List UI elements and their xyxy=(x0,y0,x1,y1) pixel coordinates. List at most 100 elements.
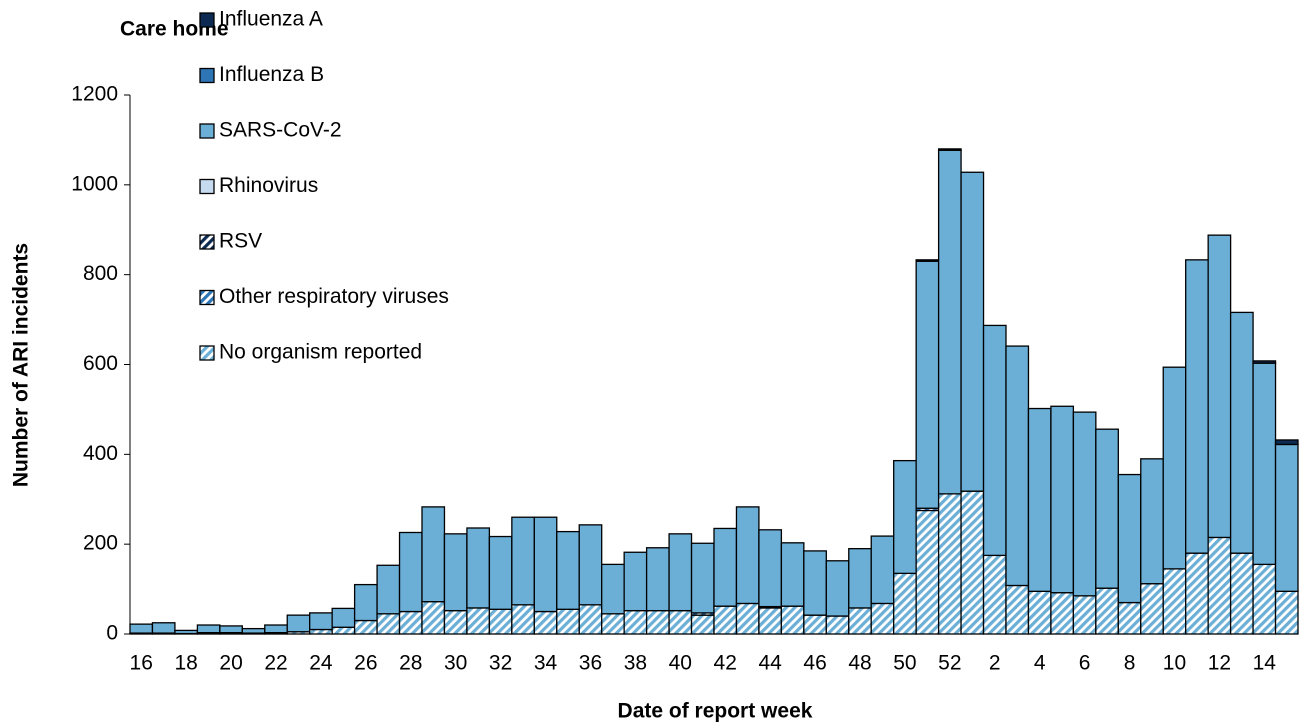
bar-segment xyxy=(1117,601,1142,635)
bar-segment xyxy=(915,509,940,635)
bar-segment xyxy=(578,604,603,635)
legend-swatch xyxy=(199,67,215,84)
legend-swatch xyxy=(199,178,215,195)
x-tick-label: 32 xyxy=(489,652,512,675)
bar-segment xyxy=(174,629,199,635)
bar-segment xyxy=(1252,362,1277,566)
bar-segment xyxy=(578,524,603,606)
bar-segment xyxy=(511,516,535,606)
bar-segment xyxy=(825,560,850,617)
bar-segment xyxy=(1252,360,1277,364)
bar-segment xyxy=(264,624,288,634)
bar-segment xyxy=(1274,590,1299,635)
bar-segment xyxy=(1274,443,1299,592)
bar-segment xyxy=(443,609,468,635)
bar-segment xyxy=(870,535,895,605)
x-tick-label: 4 xyxy=(1034,652,1046,675)
bar-segment xyxy=(511,604,535,635)
bar-segment xyxy=(1072,595,1097,635)
x-tick-label: 30 xyxy=(444,652,467,675)
bar-segment xyxy=(960,171,985,492)
bar-segment xyxy=(1185,259,1209,554)
bar-segment xyxy=(1095,587,1119,635)
bar-segment xyxy=(466,527,491,609)
x-tick-label: 12 xyxy=(1208,652,1231,675)
bar-segment xyxy=(533,610,558,635)
legend-swatch xyxy=(199,345,215,361)
y-tick-label: 600 xyxy=(83,352,118,375)
bar-segment xyxy=(735,506,760,605)
bar-segment xyxy=(848,548,872,609)
x-tick-label: 6 xyxy=(1079,652,1091,675)
bar-segment xyxy=(1027,590,1052,635)
x-tick-label: 28 xyxy=(399,652,422,675)
bar-segment xyxy=(309,612,333,631)
legend-label: RSV xyxy=(219,230,262,253)
bar-segment xyxy=(421,601,446,635)
bar-segment xyxy=(331,626,356,635)
bar-segment xyxy=(151,622,176,634)
legend-label: No organism reported xyxy=(219,341,422,364)
bar-segment xyxy=(1274,439,1299,446)
bar-segment xyxy=(466,607,491,635)
bar-segment xyxy=(601,613,625,635)
y-axis-label: Number of ARI incidents xyxy=(10,243,33,487)
x-tick-label: 24 xyxy=(309,652,333,675)
bar-segment xyxy=(421,506,446,603)
bar-segment xyxy=(960,490,985,635)
x-tick-label: 52 xyxy=(938,652,961,675)
bar-segment xyxy=(1207,536,1232,635)
x-tick-label: 18 xyxy=(174,652,197,675)
bar-segment xyxy=(1050,592,1075,635)
bar-segment xyxy=(1072,411,1097,597)
bar-segment xyxy=(196,624,221,634)
legend-swatch xyxy=(199,289,215,306)
bar-segment xyxy=(848,607,872,635)
bar-segment xyxy=(1162,568,1187,635)
bar-segment xyxy=(982,324,1007,557)
bar-segment xyxy=(556,530,580,610)
legend-label: Rhinovirus xyxy=(219,174,318,197)
bar-segment xyxy=(803,550,827,616)
legend-label: SARS-CoV-2 xyxy=(219,119,342,142)
bar-segment xyxy=(556,608,580,635)
bar-segment xyxy=(219,625,243,634)
bar-segment xyxy=(690,542,715,614)
bar-segment xyxy=(1140,583,1164,635)
x-tick-label: 36 xyxy=(579,652,602,675)
bar-segment xyxy=(1252,563,1277,635)
legend-label: Influenza B xyxy=(219,63,324,86)
legend-swatch xyxy=(199,234,215,250)
bar-segment xyxy=(803,614,827,635)
y-tick-label: 0 xyxy=(106,622,118,645)
x-tick-label: 14 xyxy=(1253,652,1277,675)
x-tick-label: 20 xyxy=(219,652,242,675)
bar-segment xyxy=(713,605,738,635)
legend-label: Other respiratory viruses xyxy=(219,285,449,308)
bar-segment xyxy=(533,516,558,613)
bar-segment xyxy=(1117,473,1142,604)
bar-segment xyxy=(758,529,783,608)
bar-segment xyxy=(241,627,266,634)
bar-segment xyxy=(353,619,378,635)
x-axis-label: Date of report week xyxy=(618,700,813,723)
bar-segment xyxy=(1162,366,1187,570)
bar-segment xyxy=(645,547,670,612)
x-tick-label: 46 xyxy=(803,652,826,675)
x-tick-label: 26 xyxy=(354,652,377,675)
bar-segment xyxy=(488,608,513,635)
x-tick-label: 40 xyxy=(669,652,692,675)
x-tick-label: 16 xyxy=(130,652,153,675)
bar-segment xyxy=(915,260,940,509)
bar-segment xyxy=(735,602,760,635)
x-tick-label: 50 xyxy=(893,652,916,675)
bar-segment xyxy=(780,605,805,635)
bar-segment xyxy=(1229,552,1254,635)
bar-segment xyxy=(309,628,333,635)
bar-segment xyxy=(398,610,423,635)
bar-segment xyxy=(1095,428,1119,589)
y-tick-label: 1000 xyxy=(71,172,118,195)
bar-segment xyxy=(645,609,670,635)
bar-segment xyxy=(623,609,648,635)
